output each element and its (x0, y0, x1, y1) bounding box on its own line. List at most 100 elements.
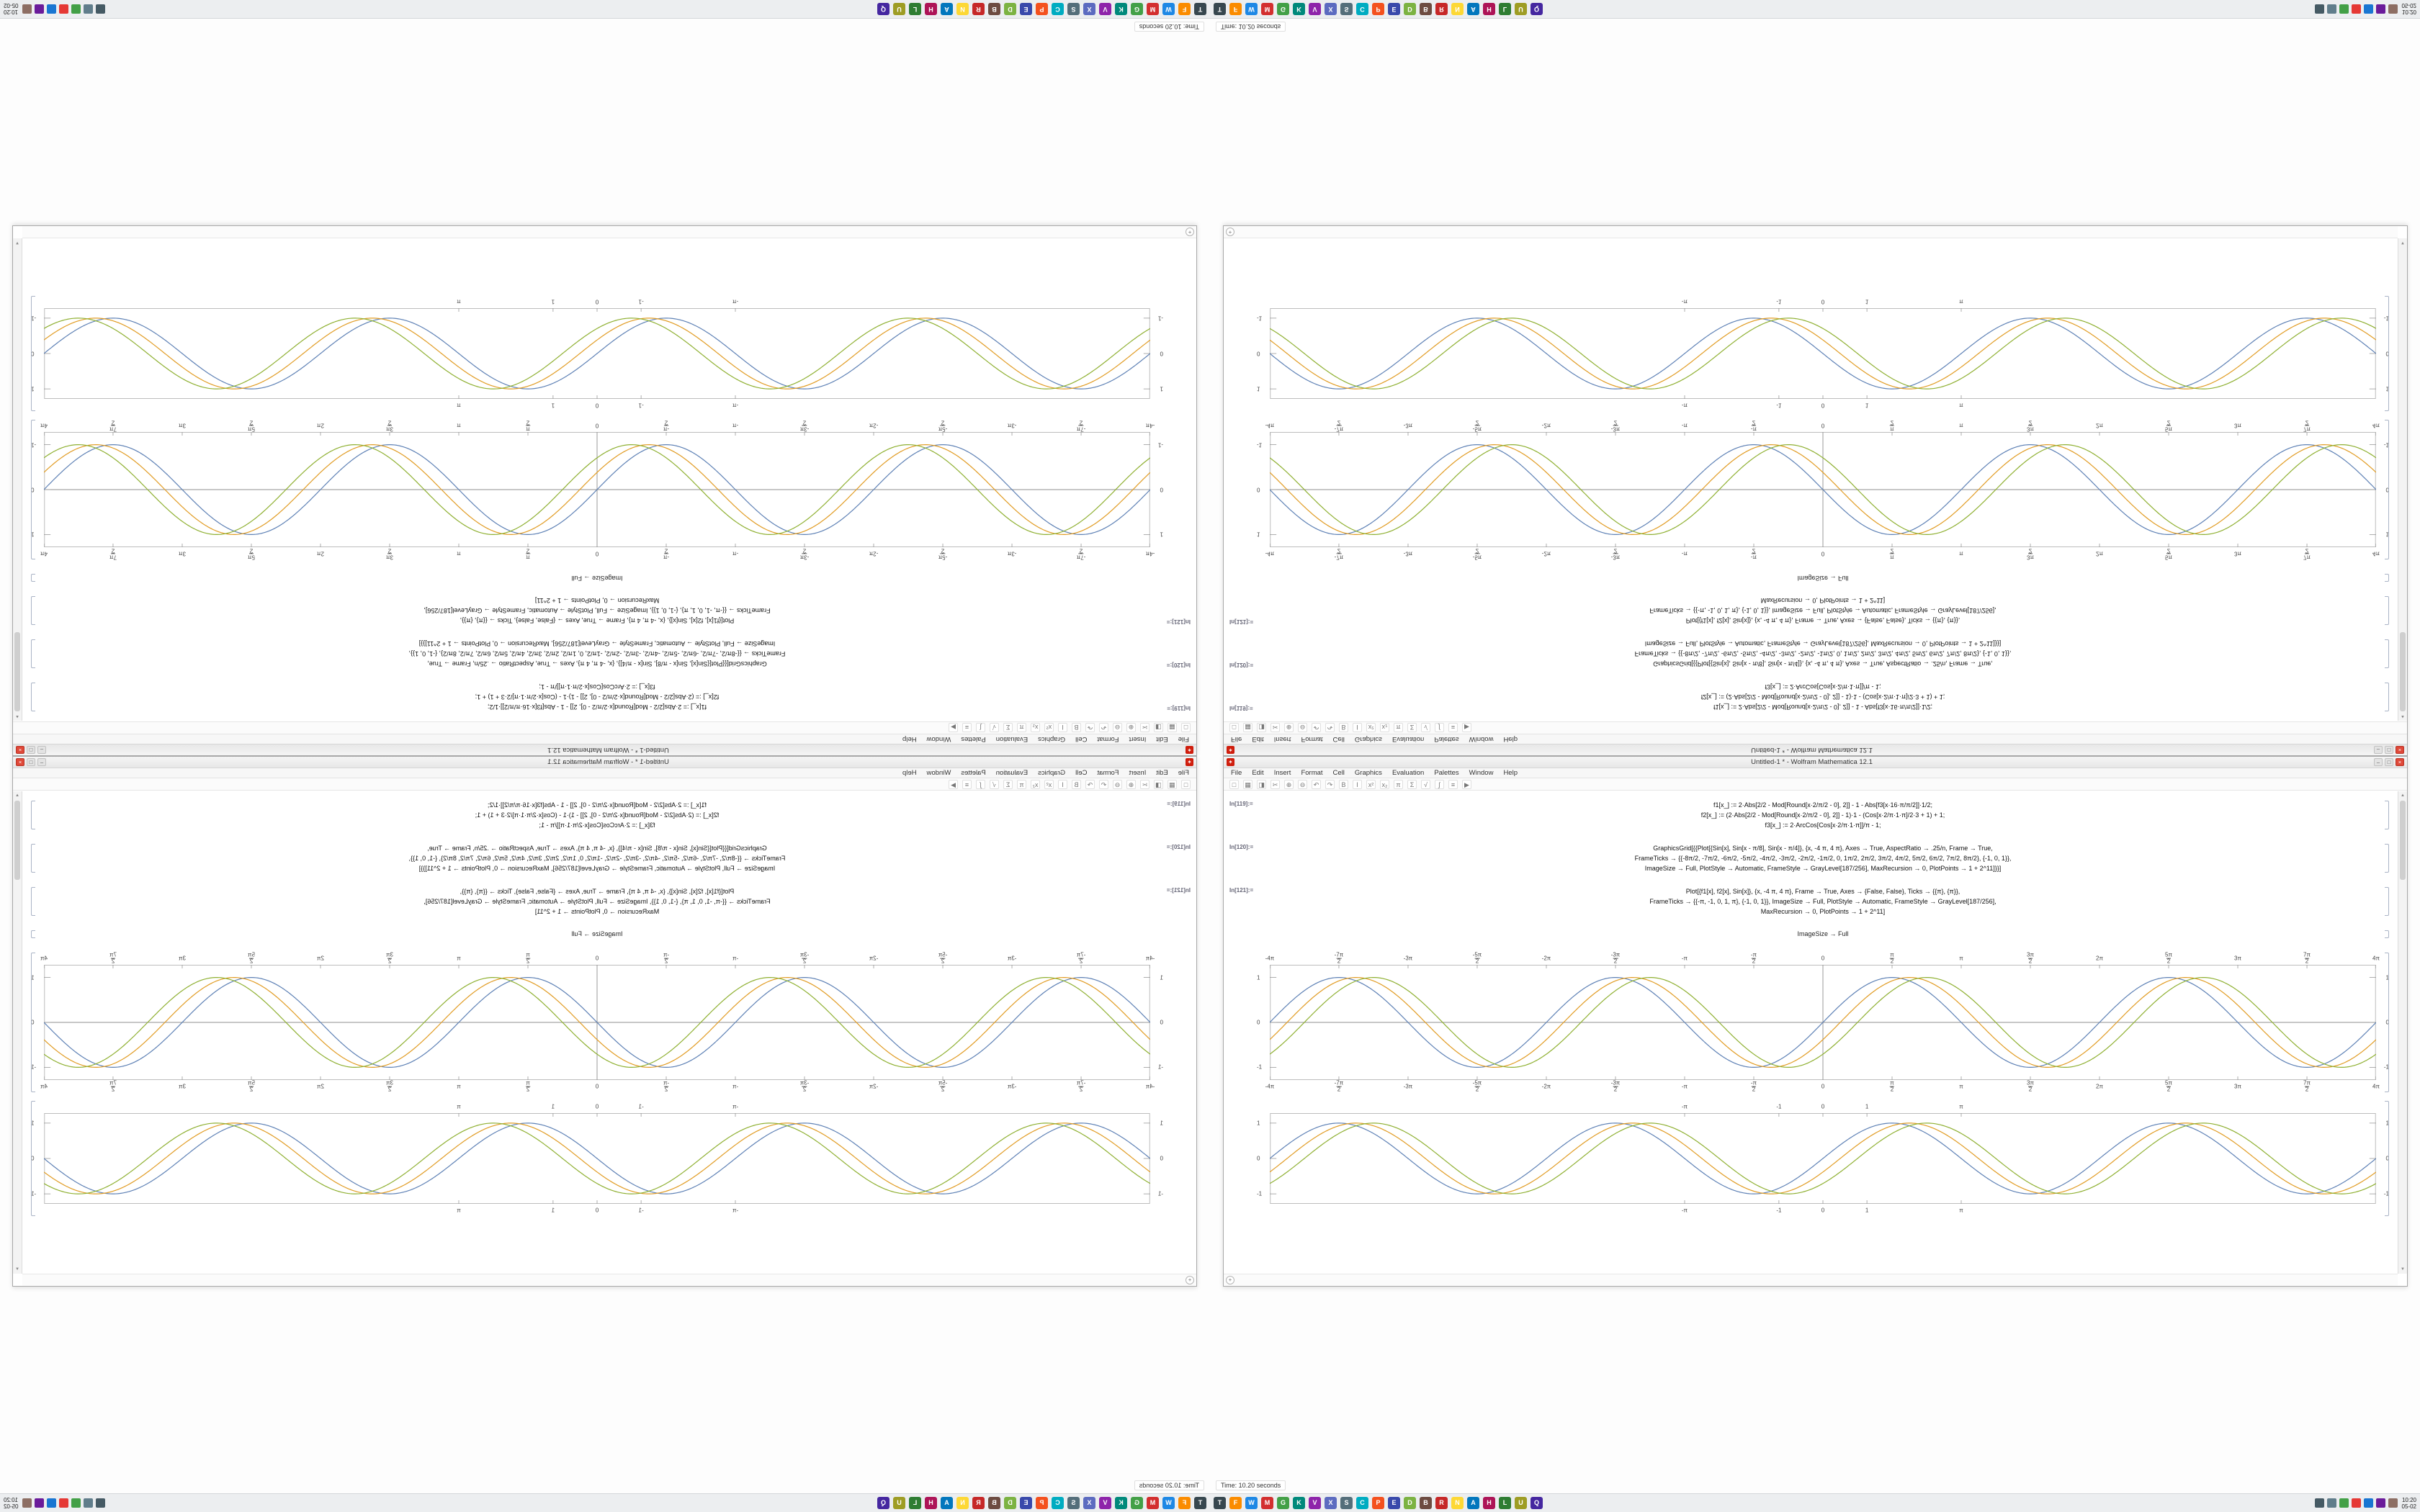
vertical-scrollbar[interactable]: ▲ ▼ (13, 791, 22, 1274)
scroll-up-icon[interactable]: ▲ (2401, 714, 2405, 719)
app-library-icon[interactable]: L (909, 3, 921, 15)
menu-item-cell[interactable]: Cell (1075, 769, 1088, 777)
code-cell[interactable]: In[121]:= Plot[{f1[x], f2[x], Sin[x]}, {x… (1229, 886, 2389, 917)
menu-item-evaluation[interactable]: Evaluation (995, 735, 1028, 743)
open-icon[interactable]: ▦ (1243, 723, 1252, 733)
sqrt-symbol-icon[interactable]: √ (990, 779, 999, 789)
app-files-icon[interactable]: F (1178, 1497, 1191, 1509)
tray-clip-icon[interactable] (22, 1498, 32, 1508)
app-build-icon[interactable]: B (988, 1497, 1000, 1509)
code-cell[interactable]: In[121]:= Plot[{f1[x], f2[x], Sin[x]}, {x… (44, 886, 1191, 917)
menu-item-edit[interactable]: Edit (1252, 769, 1264, 777)
app-terminal-icon[interactable]: T (1194, 1497, 1206, 1509)
delete-cell-icon[interactable]: ⊖ (1113, 723, 1122, 733)
app-video-icon[interactable]: V (1099, 1497, 1111, 1509)
app-queue-icon[interactable]: Q (877, 3, 889, 15)
tray-battery-icon[interactable] (2339, 1498, 2349, 1508)
tray-clip-icon[interactable] (2388, 1498, 2398, 1508)
sine-comparison-axes-plot[interactable]: -4π -7π 2 -3π -5π 2 -2π -3π 2 -π -π 2 0 π 2 π 3π 2 2π 5π 2 3π… (1257, 418, 2389, 560)
new-notebook-icon[interactable]: □ (1181, 723, 1191, 733)
app-terminal-icon[interactable]: T (1214, 1497, 1226, 1509)
sum-symbol-icon[interactable]: Σ (1003, 779, 1013, 789)
menu-item-format[interactable]: Format (1097, 735, 1119, 743)
app-audio-icon[interactable]: A (941, 3, 953, 15)
menu-item-file[interactable]: File (1231, 769, 1242, 777)
menu-item-edit[interactable]: Edit (1252, 735, 1264, 743)
sine-comparison-framed-plot[interactable]: -π -1 0 1 π 1 1 0 0 -1 -1 -π -1 0 1 π (1257, 295, 2389, 412)
app-notes-icon[interactable]: N (956, 3, 969, 15)
pi-symbol-icon[interactable]: π (1394, 779, 1403, 789)
menu-item-evaluation[interactable]: Evaluation (1392, 769, 1425, 777)
tray-update-icon[interactable] (2351, 4, 2361, 14)
app-audio-icon[interactable]: A (1467, 3, 1479, 15)
app-docs-icon[interactable]: D (1004, 1497, 1016, 1509)
app-calc-icon[interactable]: K (1115, 1497, 1127, 1509)
new-notebook-icon[interactable]: □ (1229, 723, 1239, 733)
app-utilities-icon[interactable]: U (893, 1497, 905, 1509)
menu-item-evaluation[interactable]: Evaluation (1392, 735, 1425, 743)
app-photos-icon[interactable]: H (1483, 1497, 1495, 1509)
pi-symbol-icon[interactable]: π (1017, 723, 1026, 733)
app-graphics-icon[interactable]: G (1131, 3, 1143, 15)
menu-item-insert[interactable]: Insert (1129, 735, 1147, 743)
app-settings-icon[interactable]: S (1067, 3, 1080, 15)
delete-cell-icon[interactable]: ⊖ (1113, 779, 1122, 789)
app-photos-icon[interactable]: H (1483, 3, 1495, 15)
window-titlebar[interactable]: ✶ Untitled-1 * - Wolfram Mathematica 12.… (13, 744, 1196, 755)
undo-icon[interactable]: ↶ (1099, 723, 1108, 733)
maximize-button[interactable]: □ (27, 746, 35, 754)
maximize-button[interactable]: □ (2385, 746, 2393, 754)
app-text-icon[interactable]: X (1325, 1497, 1337, 1509)
tray-shield-icon[interactable] (2375, 4, 2385, 14)
menu-item-cell[interactable]: Cell (1332, 769, 1345, 777)
scroll-up-icon[interactable]: ▲ (15, 793, 19, 798)
superscript-icon[interactable]: x² (1366, 723, 1376, 733)
menu-item-window[interactable]: Window (1469, 769, 1494, 777)
tray-network-icon[interactable] (2314, 1498, 2324, 1508)
tray-network-icon[interactable] (96, 1498, 106, 1508)
app-reader-icon[interactable]: R (972, 1497, 985, 1509)
subscript-icon[interactable]: x₂ (1380, 779, 1389, 789)
subscript-icon[interactable]: x₂ (1031, 723, 1040, 733)
tray-bluetooth-icon[interactable] (2363, 1498, 2373, 1508)
app-library-icon[interactable]: L (909, 1497, 921, 1509)
menu-item-graphics[interactable]: Graphics (1038, 769, 1066, 777)
app-queue-icon[interactable]: Q (1531, 3, 1543, 15)
menu-item-insert[interactable]: Insert (1273, 769, 1291, 777)
undo-icon[interactable]: ↶ (1312, 779, 1321, 789)
menu-item-palettes[interactable]: Palettes (961, 769, 986, 777)
new-notebook-icon[interactable]: □ (1181, 779, 1191, 789)
scrollbar-thumb[interactable] (2400, 801, 2406, 880)
app-reader-icon[interactable]: R (1435, 3, 1448, 15)
app-text-icon[interactable]: X (1083, 1497, 1095, 1509)
code-cell[interactable]: In[120]:= GraphicsGrid[{{Plot[{Sin[x], Si… (44, 639, 1191, 669)
cut-icon[interactable]: ✂ (1140, 723, 1150, 733)
code-cell[interactable]: In[119]:= f1[x_] := 2·Abs[2/2 - Mod[Round… (1229, 800, 2389, 830)
tray-battery-icon[interactable] (2339, 4, 2349, 14)
scroll-down-icon[interactable]: ▼ (2401, 1267, 2405, 1272)
app-docs-icon[interactable]: D (1404, 3, 1416, 15)
insert-cell-icon[interactable]: ⊕ (1126, 779, 1136, 789)
menu-item-help[interactable]: Help (1503, 735, 1518, 743)
minimize-button[interactable]: – (2374, 746, 2383, 754)
close-button[interactable]: × (2396, 758, 2404, 766)
app-code-icon[interactable]: C (1356, 1497, 1368, 1509)
sine-comparison-framed-plot[interactable]: -π -1 0 1 π 1 1 0 0 -1 -1 -π -1 0 1 π (1257, 1100, 2389, 1217)
menu-item-evaluation[interactable]: Evaluation (995, 769, 1028, 777)
menu-item-insert[interactable]: Insert (1273, 735, 1291, 743)
tray-shield-icon[interactable] (2375, 1498, 2385, 1508)
code-cell[interactable]: In[120]:= GraphicsGrid[{{Plot[{Sin[x], Si… (1229, 639, 2376, 669)
window-titlebar[interactable]: ✶ Untitled-1 * - Wolfram Mathematica 12.… (1224, 757, 2407, 768)
app-terminal-icon[interactable]: T (1214, 3, 1226, 15)
menu-item-palettes[interactable]: Palettes (961, 735, 986, 743)
insert-cell-icon[interactable]: ⊕ (1284, 779, 1294, 789)
assistant-button[interactable]: + (1226, 1276, 1234, 1284)
menu-item-edit[interactable]: Edit (1156, 735, 1168, 743)
app-photos-icon[interactable]: H (925, 3, 937, 15)
app-paint-icon[interactable]: P (1372, 1497, 1384, 1509)
menu-item-insert[interactable]: Insert (1129, 769, 1147, 777)
app-mathematica-icon[interactable]: M (1261, 1497, 1273, 1509)
evaluate-icon[interactable]: ▶ (1462, 779, 1471, 789)
tray-bluetooth-icon[interactable] (47, 1498, 57, 1508)
app-video-icon[interactable]: V (1309, 3, 1321, 15)
